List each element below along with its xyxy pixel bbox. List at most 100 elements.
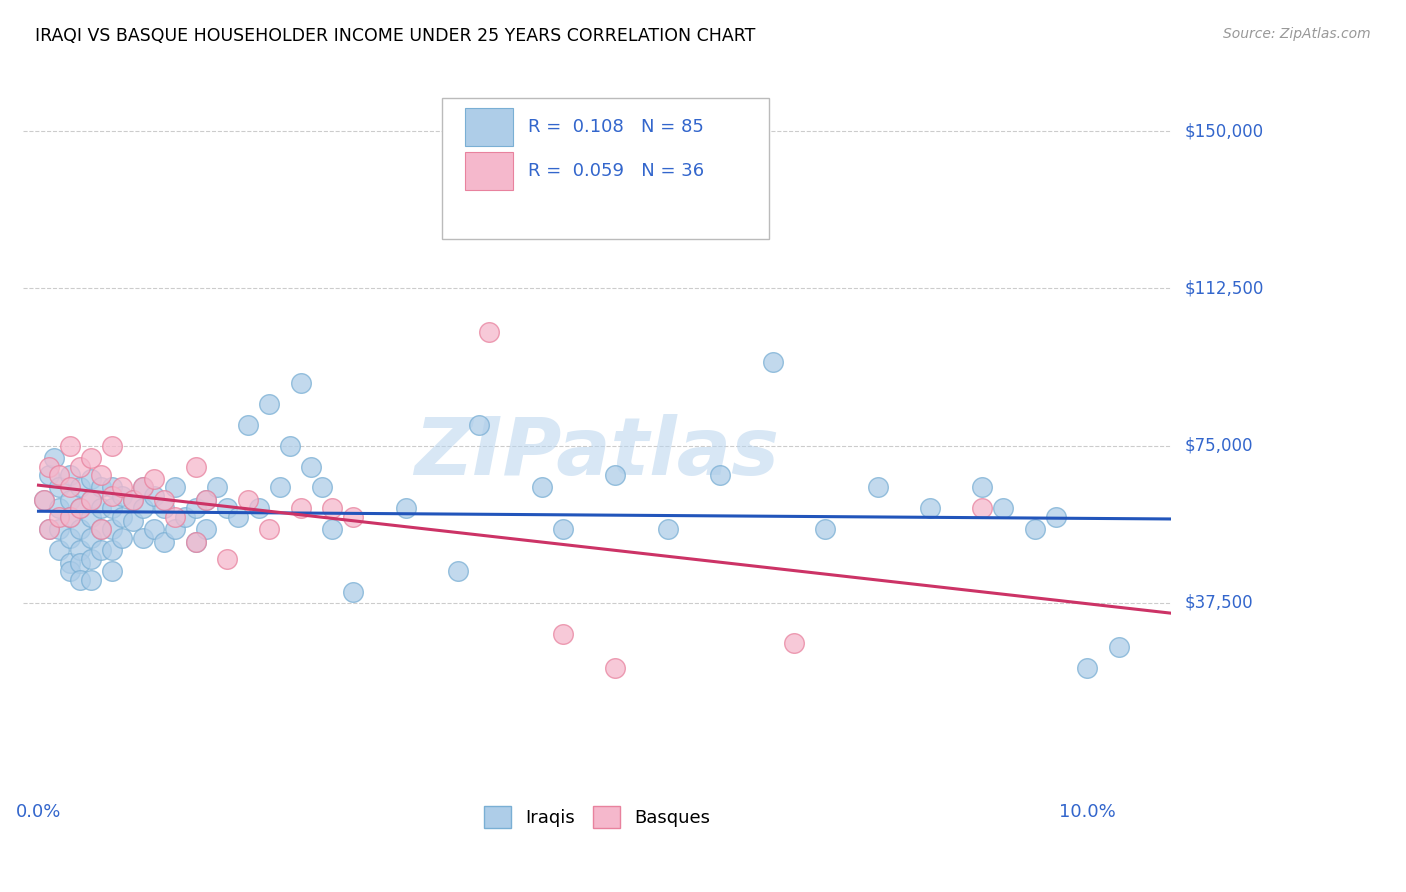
Point bbox=[48, 501, 70, 516]
Point bbox=[38, 467, 60, 482]
Point bbox=[247, 501, 270, 516]
Point bbox=[69, 556, 91, 570]
Point bbox=[101, 522, 124, 536]
Point bbox=[59, 509, 82, 524]
Point bbox=[59, 467, 82, 482]
Point bbox=[101, 439, 124, 453]
Point bbox=[195, 493, 218, 508]
Point bbox=[38, 522, 60, 536]
Point bbox=[657, 522, 679, 536]
Point bbox=[132, 481, 155, 495]
Point bbox=[101, 481, 124, 495]
Point bbox=[321, 501, 343, 516]
Point bbox=[226, 509, 249, 524]
Point bbox=[69, 501, 91, 516]
Point bbox=[394, 501, 416, 516]
Point bbox=[111, 481, 134, 495]
Text: $150,000: $150,000 bbox=[1185, 122, 1264, 140]
Point bbox=[111, 489, 134, 503]
Text: $75,000: $75,000 bbox=[1185, 436, 1254, 455]
Text: R =  0.059   N = 36: R = 0.059 N = 36 bbox=[529, 161, 704, 179]
Text: Source: ZipAtlas.com: Source: ZipAtlas.com bbox=[1223, 27, 1371, 41]
Point bbox=[782, 635, 804, 649]
Point bbox=[972, 481, 994, 495]
Point bbox=[90, 522, 112, 536]
FancyBboxPatch shape bbox=[465, 152, 513, 190]
Point bbox=[59, 556, 82, 570]
Point bbox=[69, 522, 91, 536]
Point bbox=[59, 481, 82, 495]
Point bbox=[163, 481, 186, 495]
Point bbox=[814, 522, 837, 536]
Point bbox=[195, 522, 218, 536]
Point bbox=[80, 551, 103, 566]
Point bbox=[122, 514, 145, 528]
Point bbox=[195, 493, 218, 508]
Point bbox=[290, 501, 312, 516]
Point bbox=[551, 627, 574, 641]
Point bbox=[153, 501, 176, 516]
Point bbox=[101, 564, 124, 578]
Point bbox=[1045, 509, 1067, 524]
Point bbox=[101, 501, 124, 516]
Point bbox=[184, 501, 207, 516]
Point bbox=[205, 481, 228, 495]
Point bbox=[257, 397, 280, 411]
Point bbox=[184, 459, 207, 474]
Point bbox=[142, 522, 165, 536]
Point bbox=[153, 535, 176, 549]
Point bbox=[80, 451, 103, 466]
Point bbox=[59, 509, 82, 524]
Point bbox=[478, 326, 501, 340]
Point bbox=[111, 531, 134, 545]
Point bbox=[918, 501, 941, 516]
Point bbox=[90, 522, 112, 536]
Point bbox=[90, 543, 112, 558]
Point bbox=[122, 493, 145, 508]
FancyBboxPatch shape bbox=[465, 109, 513, 146]
Point bbox=[69, 573, 91, 587]
Point bbox=[69, 501, 91, 516]
Point bbox=[447, 564, 470, 578]
Point bbox=[48, 467, 70, 482]
Point bbox=[90, 481, 112, 495]
Point bbox=[1076, 660, 1098, 674]
Point bbox=[59, 439, 82, 453]
Point bbox=[1024, 522, 1046, 536]
Point bbox=[184, 535, 207, 549]
Text: $112,500: $112,500 bbox=[1185, 279, 1264, 298]
Point bbox=[163, 509, 186, 524]
Point bbox=[80, 573, 103, 587]
Point bbox=[101, 489, 124, 503]
Point bbox=[132, 481, 155, 495]
Point bbox=[69, 543, 91, 558]
Point bbox=[80, 493, 103, 508]
Point bbox=[321, 522, 343, 536]
Point bbox=[101, 543, 124, 558]
Point bbox=[80, 493, 103, 508]
Point bbox=[153, 493, 176, 508]
Point bbox=[80, 472, 103, 486]
Point bbox=[44, 451, 66, 466]
Point bbox=[90, 501, 112, 516]
Point bbox=[142, 489, 165, 503]
Point bbox=[866, 481, 889, 495]
Point bbox=[605, 467, 627, 482]
Point bbox=[48, 509, 70, 524]
Point bbox=[132, 501, 155, 516]
Point bbox=[217, 501, 239, 516]
Point bbox=[184, 535, 207, 549]
Legend: Iraqis, Basques: Iraqis, Basques bbox=[477, 798, 717, 835]
Point bbox=[80, 531, 103, 545]
Point bbox=[59, 493, 82, 508]
Text: IRAQI VS BASQUE HOUSEHOLDER INCOME UNDER 25 YEARS CORRELATION CHART: IRAQI VS BASQUE HOUSEHOLDER INCOME UNDER… bbox=[35, 27, 755, 45]
Point bbox=[48, 481, 70, 495]
Text: ZIPatlas: ZIPatlas bbox=[415, 414, 779, 491]
Point bbox=[32, 493, 55, 508]
Text: R =  0.108   N = 85: R = 0.108 N = 85 bbox=[529, 119, 704, 136]
Point bbox=[269, 481, 291, 495]
Point bbox=[290, 376, 312, 390]
Point bbox=[709, 467, 731, 482]
Point bbox=[69, 459, 91, 474]
Point bbox=[80, 509, 103, 524]
